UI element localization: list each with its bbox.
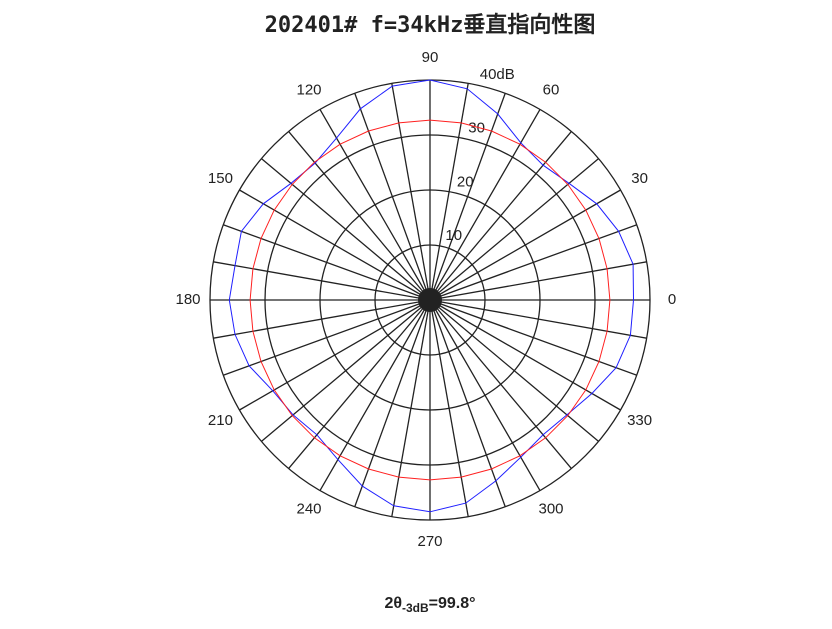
theta-tick-label: 180 [175,291,200,308]
theta-tick-label: 300 [538,501,563,518]
chart-title: 202401# f=34kHz垂直指向性图 [265,12,596,38]
theta-tick-label: 60 [543,81,560,98]
series-line [249,119,611,481]
r-tick-label: 40dB [480,66,515,83]
theta-tick-label: 210 [208,412,233,429]
theta-tick-label: 120 [296,81,321,98]
r-tick-label: 20 [457,173,474,190]
theta-tick-label: 30 [631,170,648,187]
series-line [228,79,635,513]
theta-tick-label: 150 [208,170,233,187]
annotation: 2θ-3dB=99.8° [384,595,475,615]
theta-tick-label: 90 [422,49,439,66]
r-tick-label: 30 [468,120,485,137]
theta-tick-label: 330 [627,412,652,429]
annotation-subscript: -3dB [402,601,429,615]
annotation-prefix: 2θ [384,595,402,612]
r-tick-label: 10 [445,227,462,244]
ring-grid-line [264,134,596,466]
ring-grid-line [319,189,541,411]
annotation-suffix: =99.8° [429,595,476,612]
theta-tick-label: 240 [296,501,321,518]
center-hub [418,288,442,312]
ring-grid-line [374,244,486,356]
theta-tick-label: 0 [668,291,676,308]
theta-tick-label: 270 [417,533,442,550]
